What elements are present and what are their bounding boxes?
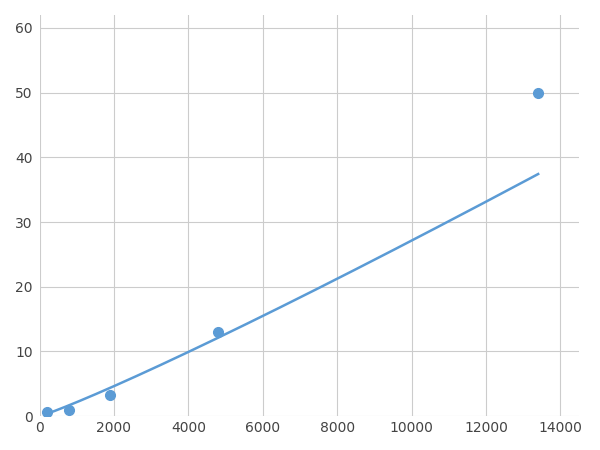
Point	[42, 409, 52, 416]
Point	[214, 328, 223, 336]
Point	[106, 392, 115, 399]
Point	[65, 406, 74, 413]
Point	[533, 89, 543, 96]
